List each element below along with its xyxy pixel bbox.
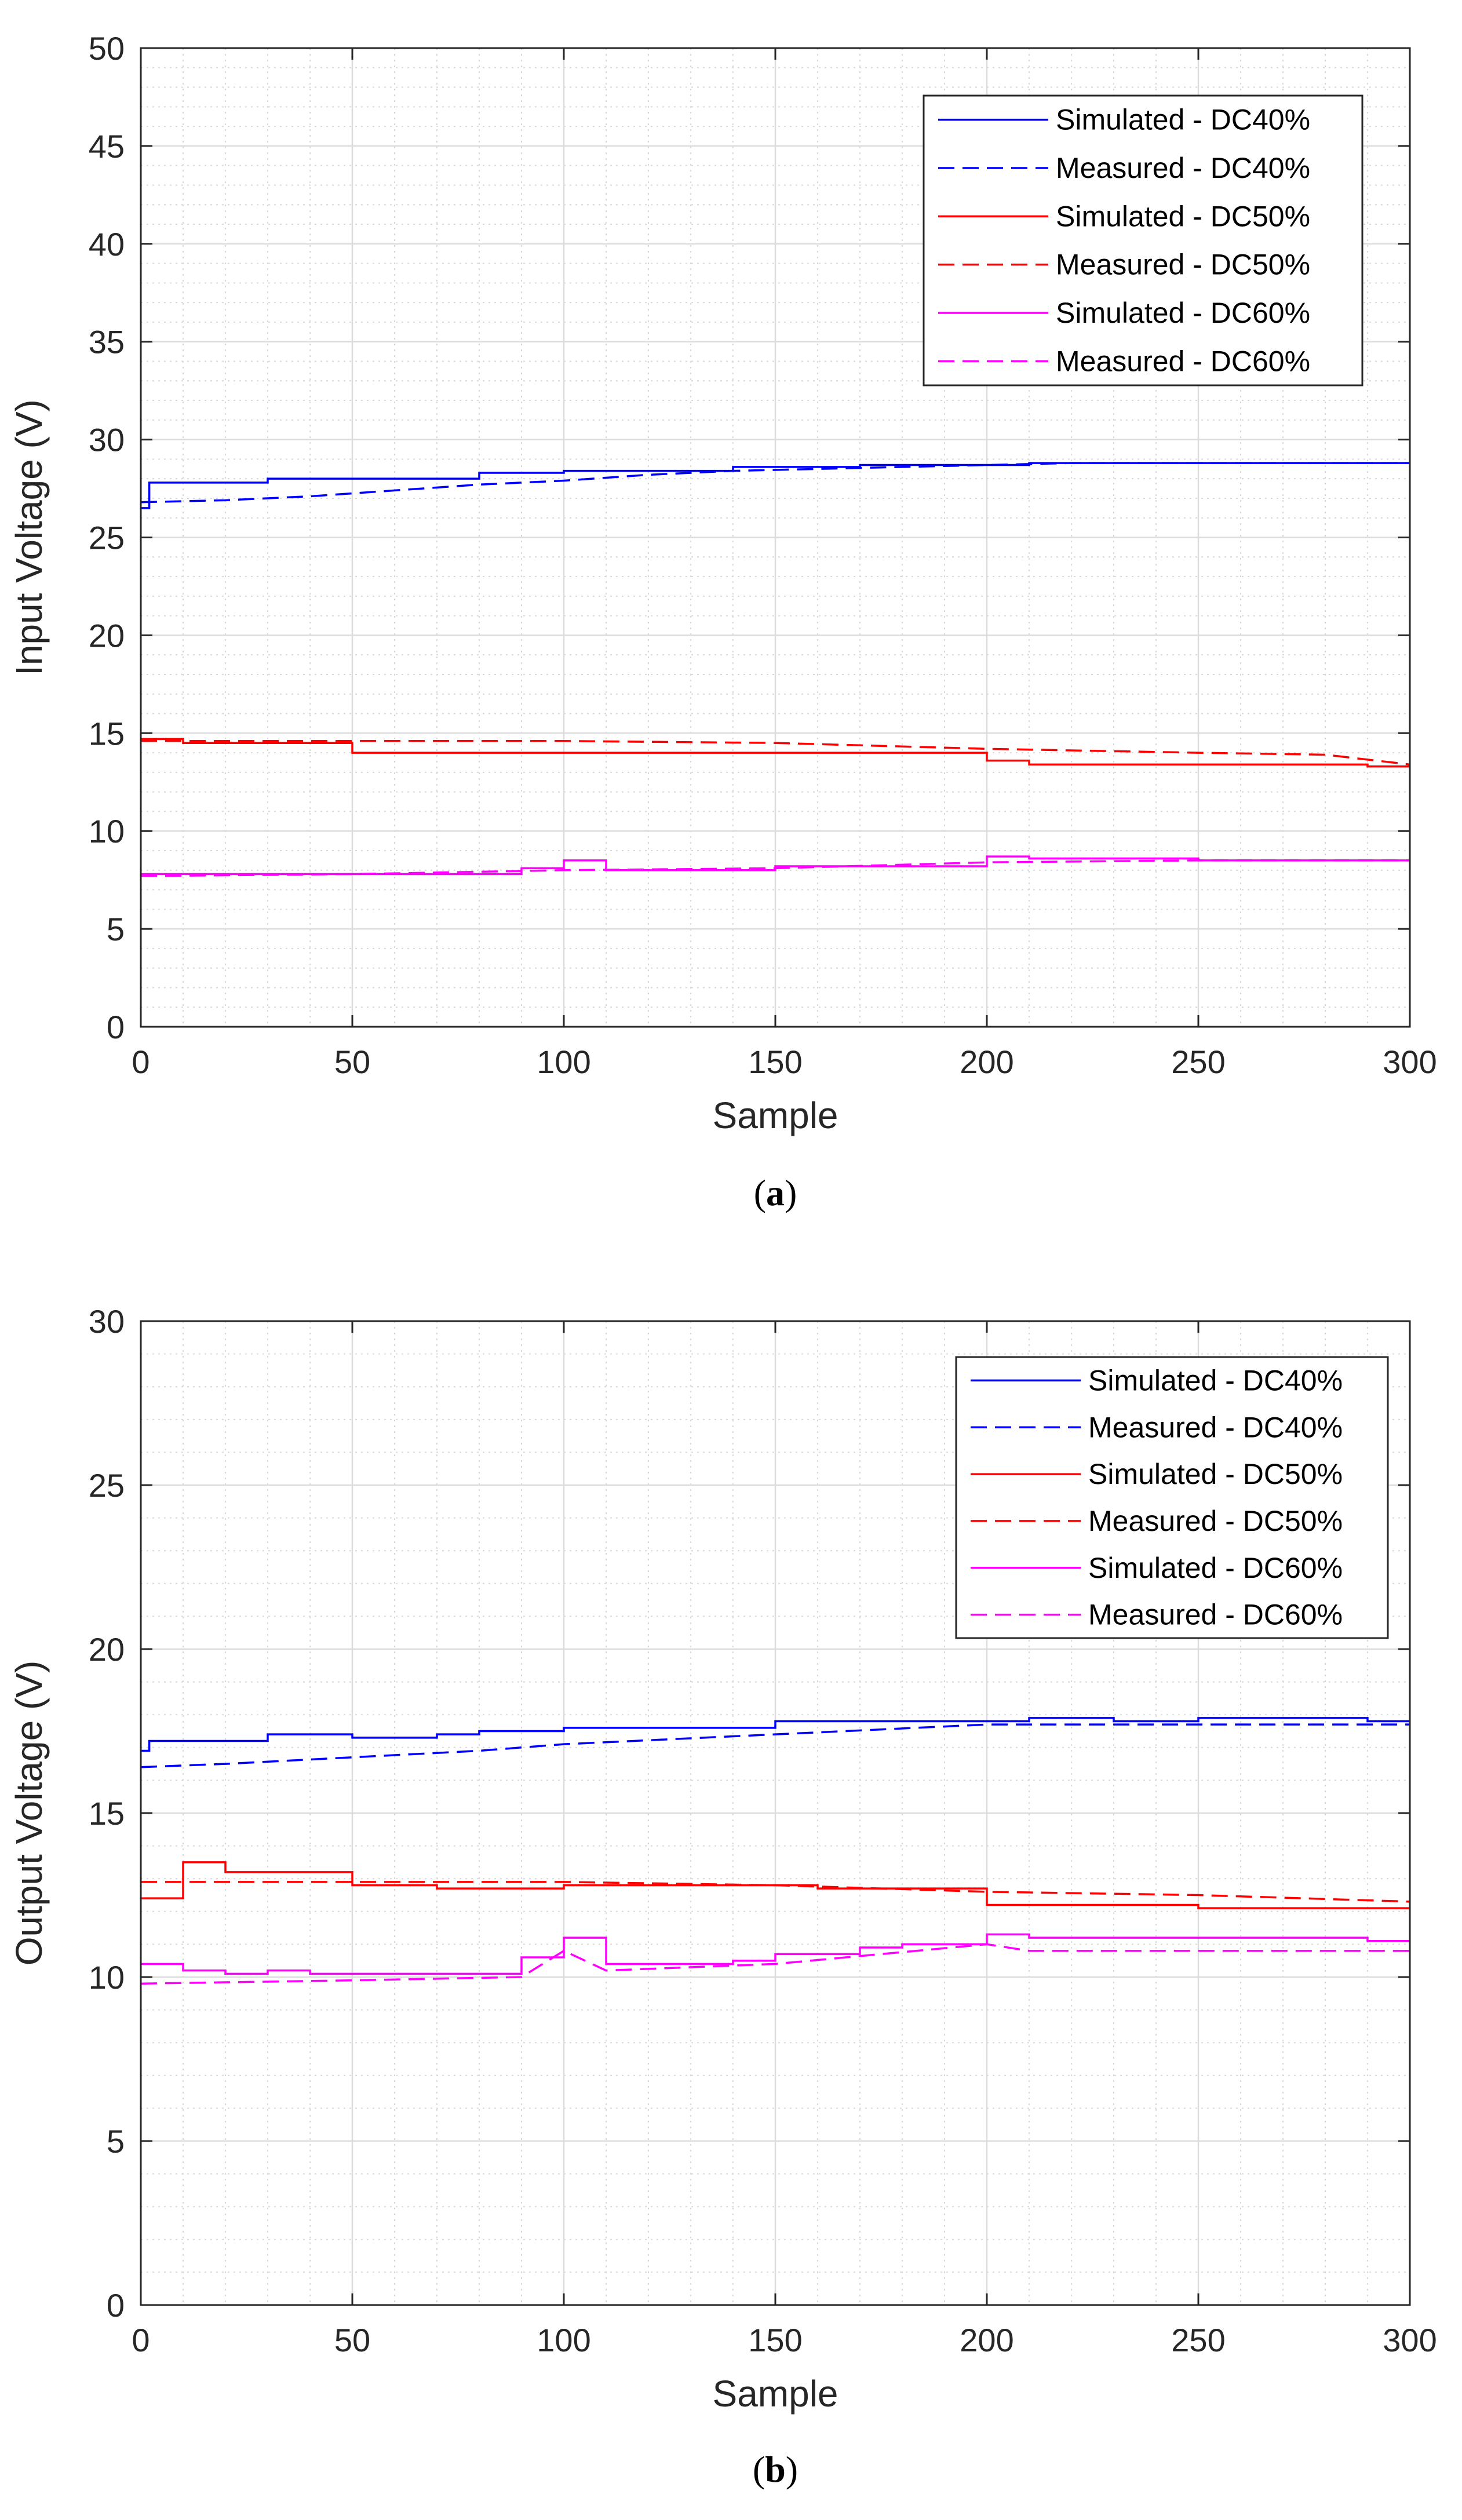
x-tick-label: 50 — [334, 2322, 370, 2358]
caption-part: a — [766, 1172, 785, 1213]
legend-label-2: Simulated - DC50% — [1056, 200, 1310, 232]
x-tick-label: 300 — [1383, 1044, 1437, 1080]
y-tick-label: 15 — [89, 715, 125, 752]
series-group — [140, 462, 1410, 877]
y-axis-title: Output Voltage (V) — [8, 1661, 50, 1966]
x-axis-title: Sample — [713, 1095, 838, 1136]
series-line-5 — [140, 1943, 1410, 1985]
y-tick-label: 5 — [107, 911, 125, 947]
legend-label-3: Measured - DC50% — [1056, 249, 1310, 281]
x-tick-label: 150 — [748, 1044, 802, 1080]
legend-label-5: Measured - DC60% — [1088, 1599, 1343, 1631]
legend-label-1: Measured - DC40% — [1056, 152, 1310, 184]
caption-part: ) — [785, 1172, 797, 1213]
ticks: 0 50 100 150 200 250 300 0 5 10 15 20 25 30 35 40 45 50 — [89, 30, 1437, 1080]
caption-part: ( — [753, 2449, 765, 2490]
legend-label-2: Simulated - DC50% — [1088, 1458, 1343, 1490]
x-tick-label: 50 — [334, 1044, 370, 1080]
y-tick-label: 50 — [89, 30, 125, 67]
legend: Simulated - DC40% Measured - DC40% Simulat… — [923, 94, 1363, 386]
x-tick-label: 300 — [1383, 2322, 1437, 2358]
y-tick-label: 0 — [107, 2287, 125, 2324]
legend-label-4: Simulated - DC60% — [1056, 297, 1310, 329]
caption-part: b — [765, 2449, 786, 2490]
x-tick-label: 250 — [1171, 1044, 1225, 1080]
x-tick-label: 200 — [960, 1044, 1013, 1080]
panel-caption: (b) — [753, 2449, 798, 2490]
series-line-0 — [141, 1717, 1410, 1752]
series-line-3 — [141, 740, 1410, 766]
x-axis-title: Sample — [713, 2373, 838, 2415]
series-line-4 — [141, 1933, 1410, 1975]
series-line-2 — [141, 1861, 1410, 1909]
series-line-1 — [140, 462, 1410, 504]
y-tick-label: 20 — [89, 1631, 125, 1668]
series-line-2 — [141, 738, 1410, 768]
y-tick-label: 45 — [89, 128, 125, 165]
chart-panel-a: 0 50 100 150 200 250 300 0 5 10 15 20 25 30 35 40 45 50 Sa… — [8, 30, 1437, 1213]
panel-caption: (a) — [754, 1172, 797, 1213]
legend-label-0: Simulated - DC40% — [1056, 104, 1310, 136]
series-group — [140, 1717, 1410, 1985]
caption-part: ) — [786, 2449, 798, 2490]
y-tick-label: 40 — [89, 226, 125, 262]
legend-label-5: Measured - DC60% — [1056, 345, 1310, 377]
y-tick-label: 25 — [89, 1467, 125, 1504]
y-tick-label: 30 — [89, 422, 125, 458]
legend: Simulated - DC40% Measured - DC40% Simulat… — [955, 1356, 1389, 1639]
y-tick-label: 15 — [89, 1795, 125, 1832]
x-tick-label: 0 — [132, 1044, 150, 1080]
y-tick-label: 25 — [89, 520, 125, 556]
y-tick-label: 10 — [89, 813, 125, 849]
legend-label-3: Measured - DC50% — [1088, 1505, 1343, 1537]
x-tick-label: 200 — [960, 2322, 1013, 2358]
ticks: 0 50 100 150 200 250 300 0 5 10 15 20 25 30 — [89, 1303, 1437, 2358]
x-tick-label: 100 — [537, 2322, 590, 2358]
x-tick-label: 250 — [1171, 2322, 1225, 2358]
x-tick-label: 150 — [748, 2322, 802, 2358]
x-tick-label: 0 — [132, 2322, 150, 2358]
y-tick-label: 10 — [89, 1959, 125, 1996]
legend-label-0: Simulated - DC40% — [1088, 1364, 1343, 1396]
y-axis-title: Input Voltage (V) — [8, 399, 50, 676]
series-line-1 — [140, 1723, 1410, 1768]
legend-label-4: Simulated - DC60% — [1088, 1552, 1343, 1584]
y-tick-label: 0 — [107, 1009, 125, 1045]
series-line-3 — [141, 1881, 1410, 1903]
x-tick-label: 100 — [537, 1044, 590, 1080]
y-tick-label: 35 — [89, 324, 125, 360]
y-tick-label: 5 — [107, 2123, 125, 2160]
chart-panel-b: 0 50 100 150 200 250 300 0 5 10 15 20 25 30 Sample Outp… — [8, 1303, 1437, 2490]
caption-part: ( — [754, 1172, 766, 1213]
legend-box — [955, 1356, 1389, 1639]
legend-box — [923, 94, 1363, 386]
y-tick-label: 20 — [89, 617, 125, 654]
legend-label-1: Measured - DC40% — [1088, 1411, 1343, 1443]
series-line-5 — [140, 859, 1410, 877]
y-tick-label: 30 — [89, 1303, 125, 1340]
